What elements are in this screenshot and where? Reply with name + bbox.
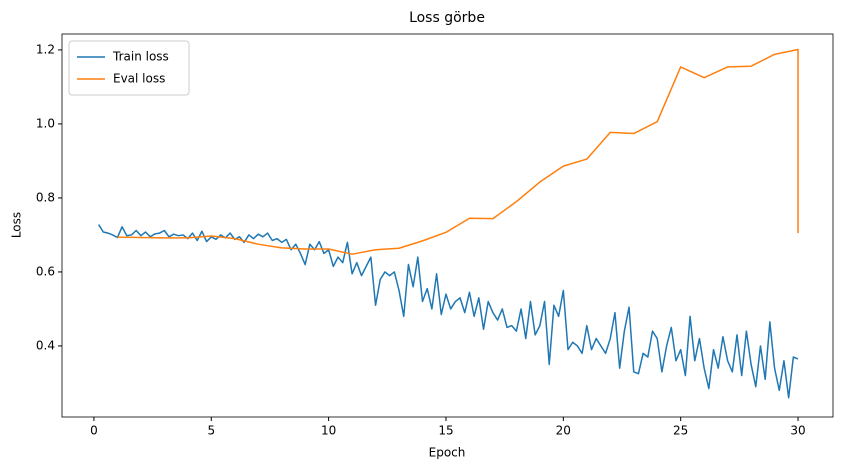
- y-tick-label: 1.2: [36, 42, 55, 56]
- x-tick-label: 30: [790, 424, 805, 438]
- y-tick-label: 0.4: [36, 338, 55, 352]
- legend-box: [68, 40, 190, 96]
- y-tick-label: 0.8: [36, 190, 55, 204]
- chart-title: Loss görbe: [409, 10, 485, 26]
- legend-label: Eval loss: [113, 72, 165, 86]
- y-axis-label: Loss: [10, 212, 24, 238]
- x-tick-label: 15: [438, 424, 453, 438]
- x-tick-label: 20: [556, 424, 571, 438]
- line-series: [117, 48, 799, 255]
- y-tick-label: 0.6: [36, 264, 55, 278]
- legend-label: Train loss: [112, 50, 169, 64]
- x-tick-label: 10: [321, 424, 336, 438]
- x-tick-label: 5: [207, 424, 215, 438]
- line-series: [97, 224, 799, 399]
- x-tick-label: 25: [673, 424, 688, 438]
- y-tick-label: 1.0: [36, 116, 55, 130]
- x-axis-label: Epoch: [429, 446, 466, 460]
- x-tick-label: 0: [90, 424, 98, 438]
- plot-frame: [61, 33, 834, 418]
